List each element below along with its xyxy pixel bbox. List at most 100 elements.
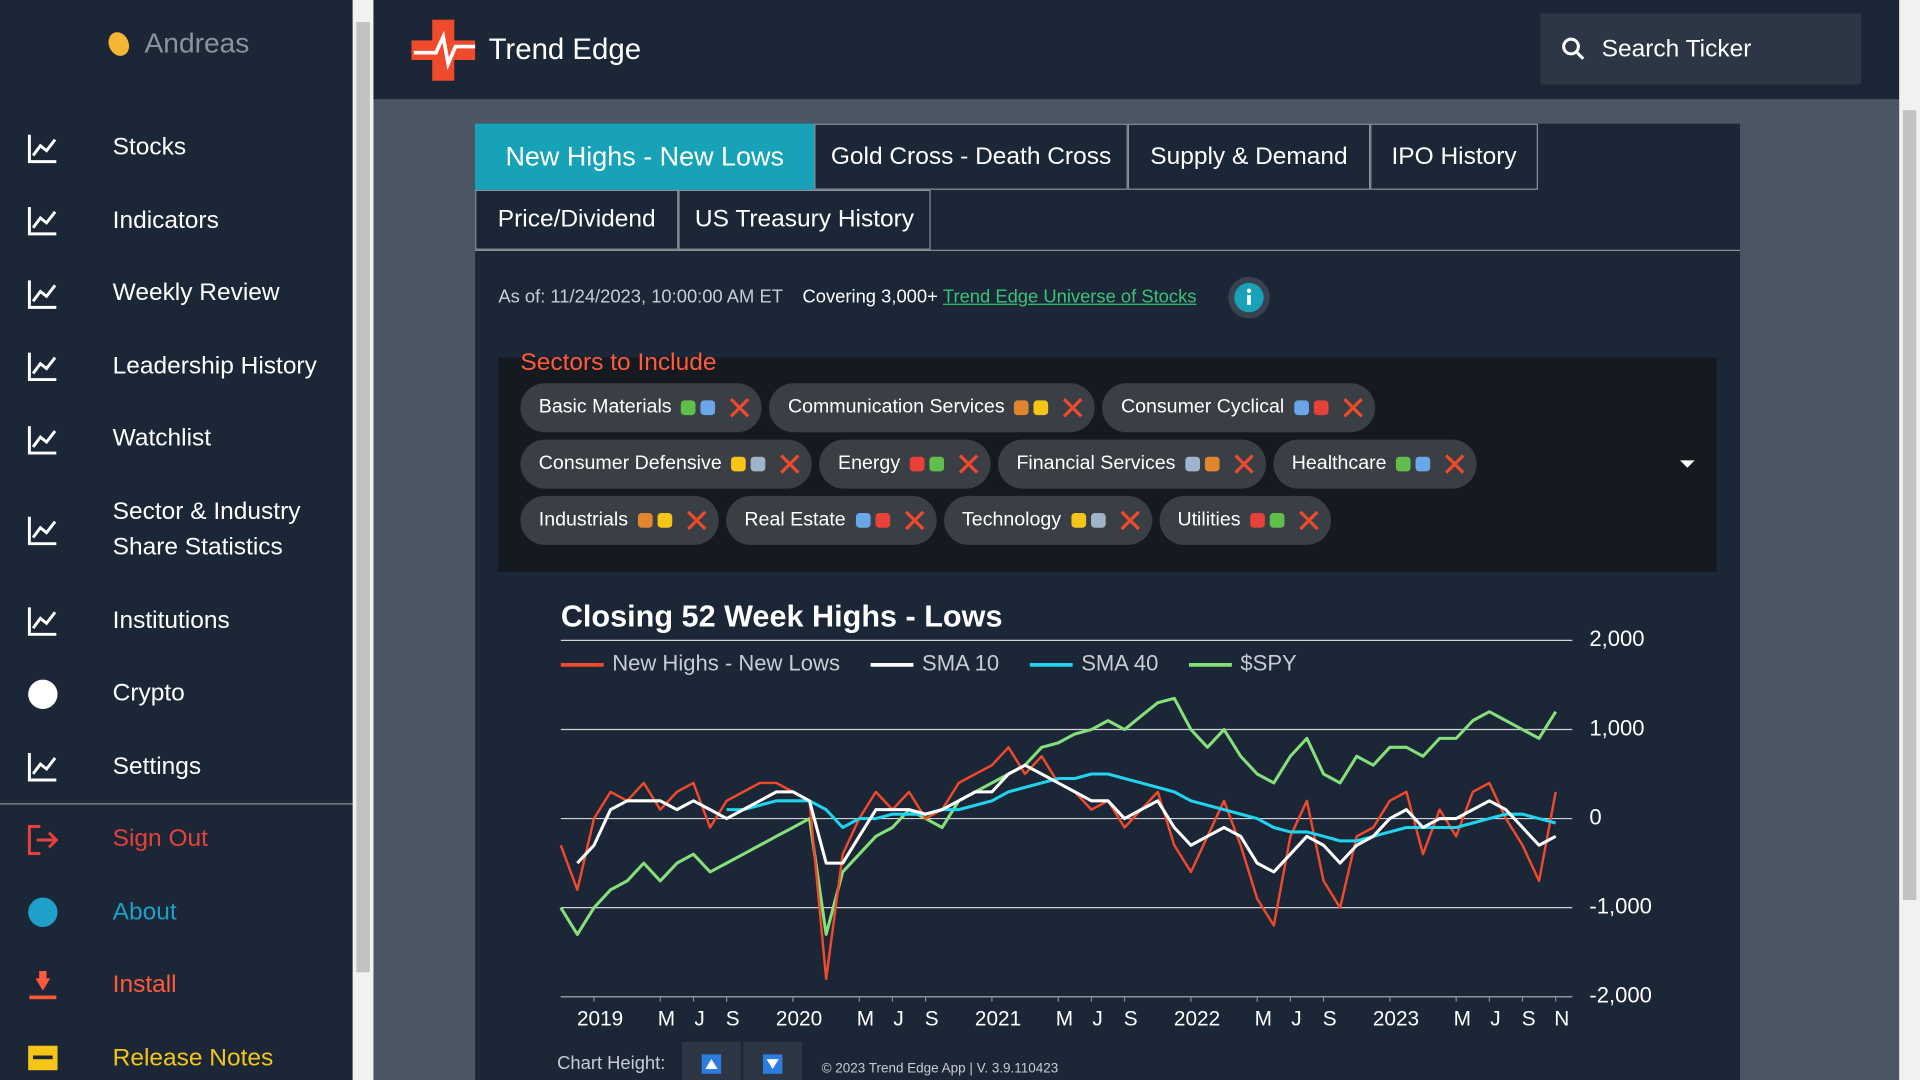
x-tick-label: S [925,1008,939,1031]
nav-item[interactable]: Sign Out [0,803,353,876]
chip-icons [855,513,890,528]
sector-chip[interactable]: Energy [819,439,991,489]
x-tick-label: M [1255,1008,1272,1031]
chip-icon [1185,456,1200,472]
nav-label: Institutions [112,607,230,634]
chip-label: Financial Services [1016,453,1176,474]
sector-chip[interactable]: Basic Materials [520,383,763,433]
tab[interactable]: Supply & Demand [1127,123,1371,190]
remove-chip[interactable] [778,452,802,476]
nav-item[interactable]: Indicators [0,184,353,257]
sector-chip[interactable]: Healthcare [1273,439,1478,489]
sector-chip[interactable]: Financial Services [998,439,1267,489]
remove-x [1063,398,1083,418]
chip-icons [1250,513,1285,528]
remove-chip[interactable] [684,508,708,532]
nav-item[interactable]: Settings [0,730,353,803]
chip-icons [1070,513,1106,528]
nav-icon-box [0,276,113,310]
remove-chip[interactable] [956,452,980,476]
height-up[interactable] [682,1042,741,1080]
app-name[interactable]: Trend Edge [488,33,642,67]
nav-icon-box [0,968,113,1002]
sector-chip[interactable]: Real Estate [726,495,937,545]
nav-icon [29,970,57,999]
scrollbar-thumb[interactable] [356,22,370,973]
y-tick-label: -1,000 [1589,893,1651,918]
nav-icon [27,207,57,236]
divider [0,803,353,805]
icon-shape [27,425,57,455]
chip-icon [701,400,716,416]
chip-icon [1313,400,1329,416]
icon-shape [31,611,57,630]
down-icon [762,1054,783,1074]
remove-chip[interactable] [728,396,752,420]
nav-item[interactable]: Release Notes [0,1022,353,1080]
sector-chip[interactable]: Consumer Cyclical [1102,383,1375,433]
x-tick-label: J [1092,1008,1102,1031]
nav-icon-box [0,677,113,711]
tab[interactable]: US Treasury History [678,189,931,250]
icon-shape [28,897,58,928]
remove-x [1299,510,1319,531]
tab[interactable]: Gold Cross - Death Cross [814,123,1128,190]
y-tick-label: 0 [1589,804,1601,829]
remove-chip[interactable] [1443,452,1467,476]
icon-shape [31,284,57,302]
chip-icon [681,400,697,416]
chip-icon [751,456,766,472]
universe-link[interactable]: Trend Edge Universe of Stocks [942,286,1197,308]
sector-chip[interactable]: Consumer Defensive [520,439,813,489]
height-down[interactable] [743,1042,803,1080]
nav-icon-box [0,895,113,929]
nav-label: About [112,898,177,926]
nav-item[interactable]: Institutions [0,585,353,658]
nav-label: Stocks [112,133,187,161]
nav-item[interactable]: Install [0,949,353,1022]
nav-item[interactable]: Crypto [0,658,353,731]
chart-title: Closing 52 Week Highs - Lows [561,599,1003,633]
sector-chip[interactable]: Utilities [1159,495,1332,545]
nav-icon-box [0,1041,113,1075]
nav-item[interactable]: Leadership History [0,330,353,403]
nav-label: Weekly Review [112,279,280,307]
scrollbar-thumb[interactable] [1902,110,1917,901]
remove-chip[interactable] [1297,508,1321,532]
chip-icons [1185,456,1220,472]
x-tick-label: J [694,1008,704,1031]
x-tick-label: J [1291,1008,1301,1031]
nav-icon [27,280,57,309]
x-tick-label: S [1124,1008,1138,1031]
chip-icons [1294,400,1329,416]
chip-label: Utilities [1177,509,1241,531]
sector-chip[interactable]: Industrials [520,495,719,545]
tab[interactable]: New Highs - New Lows [475,123,815,190]
tab[interactable]: Price/Dividend [475,189,679,250]
tab[interactable]: IPO History [1370,123,1538,190]
nav-label: Release Notes [112,1044,274,1072]
series-line [576,763,1557,874]
nav-item[interactable]: Watchlist [0,403,353,476]
chart-height-label: Chart Height: [557,1053,666,1074]
user-name: Andreas [144,26,250,59]
nav-item[interactable]: About [0,876,353,949]
remove-chip[interactable] [1117,508,1141,532]
info-button[interactable] [1228,276,1270,319]
sector-chip[interactable]: Communication Services [769,383,1096,433]
nav-item[interactable]: Weekly Review [0,257,353,330]
search-ticker[interactable]: Search Ticker [1540,13,1862,85]
remove-chip[interactable] [1341,396,1365,420]
nav-item[interactable]: Stocks [0,111,353,184]
chip-label: Communication Services [787,396,1005,418]
dropdown-caret[interactable] [1678,458,1698,470]
nav-item[interactable]: Sector & Industry Share Statistics [0,476,353,585]
remove-chip[interactable] [1232,452,1256,476]
remove-chip[interactable] [1061,396,1085,420]
remove-chip[interactable] [902,508,926,532]
chip-label: Consumer Defensive [538,453,722,474]
series-line [559,696,1558,936]
sector-chip[interactable]: Technology [943,495,1152,545]
